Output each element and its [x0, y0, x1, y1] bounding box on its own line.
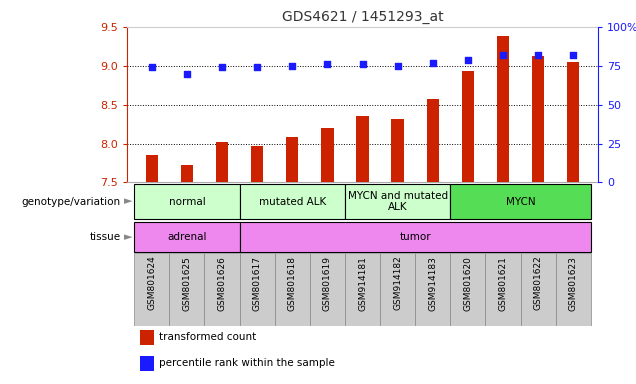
Bar — [345, 184, 450, 219]
Bar — [146, 155, 158, 182]
Bar — [485, 253, 521, 326]
Bar — [169, 253, 204, 326]
Text: GSM801623: GSM801623 — [569, 256, 577, 311]
Text: GSM801618: GSM801618 — [287, 256, 297, 311]
Text: GSM914181: GSM914181 — [358, 256, 367, 311]
Bar — [345, 253, 380, 326]
Bar — [310, 253, 345, 326]
Text: normal: normal — [169, 197, 205, 207]
Bar — [286, 137, 298, 182]
Bar — [216, 142, 228, 182]
Point — [322, 61, 333, 67]
Bar — [240, 222, 591, 252]
Bar — [134, 184, 240, 219]
Bar — [380, 253, 415, 326]
Text: tissue: tissue — [90, 232, 121, 242]
Text: GSM914183: GSM914183 — [428, 256, 438, 311]
Bar — [251, 146, 263, 182]
Bar — [204, 253, 240, 326]
Text: GSM801620: GSM801620 — [464, 256, 473, 311]
Text: MYCN and mutated
ALK: MYCN and mutated ALK — [348, 191, 448, 212]
Point — [357, 61, 368, 67]
Text: tumor: tumor — [399, 232, 431, 242]
Text: mutated ALK: mutated ALK — [259, 197, 326, 207]
Point — [287, 63, 298, 69]
Point — [533, 52, 543, 58]
Point — [463, 56, 473, 63]
Bar — [497, 36, 509, 182]
Bar — [450, 253, 485, 326]
Bar — [415, 253, 450, 326]
Point — [182, 70, 192, 76]
Bar — [321, 128, 333, 182]
Bar — [140, 330, 154, 345]
Bar — [134, 253, 169, 326]
Title: GDS4621 / 1451293_at: GDS4621 / 1451293_at — [282, 10, 443, 25]
Point — [217, 64, 227, 70]
Bar — [134, 222, 240, 252]
Bar — [427, 99, 439, 182]
Text: GSM801625: GSM801625 — [183, 256, 191, 311]
Point — [392, 63, 403, 69]
Text: percentile rank within the sample: percentile rank within the sample — [159, 358, 335, 368]
Bar — [462, 71, 474, 182]
Bar — [240, 184, 345, 219]
Text: ►: ► — [124, 232, 132, 242]
Bar — [240, 253, 275, 326]
Text: transformed count: transformed count — [159, 333, 256, 343]
Bar — [532, 56, 544, 182]
Text: adrenal: adrenal — [167, 232, 207, 242]
Bar — [275, 253, 310, 326]
Point — [498, 52, 508, 58]
Bar — [140, 356, 154, 371]
Text: GSM801622: GSM801622 — [534, 256, 543, 310]
Text: MYCN: MYCN — [506, 197, 536, 207]
Text: GSM801626: GSM801626 — [218, 256, 226, 311]
Text: GSM801619: GSM801619 — [323, 256, 332, 311]
Point — [147, 64, 157, 70]
Point — [427, 60, 438, 66]
Text: GSM801624: GSM801624 — [148, 256, 156, 310]
Text: GSM914182: GSM914182 — [393, 256, 402, 310]
Point — [252, 64, 262, 70]
Text: GSM801617: GSM801617 — [252, 256, 261, 311]
Bar — [392, 119, 404, 182]
Text: GSM801621: GSM801621 — [499, 256, 508, 311]
Text: genotype/variation: genotype/variation — [22, 197, 121, 207]
Bar — [556, 253, 591, 326]
Bar — [521, 253, 556, 326]
Bar — [450, 184, 591, 219]
Bar — [356, 116, 369, 182]
Bar — [567, 62, 579, 182]
Bar — [181, 164, 193, 182]
Text: ►: ► — [124, 197, 132, 207]
Point — [568, 52, 578, 58]
